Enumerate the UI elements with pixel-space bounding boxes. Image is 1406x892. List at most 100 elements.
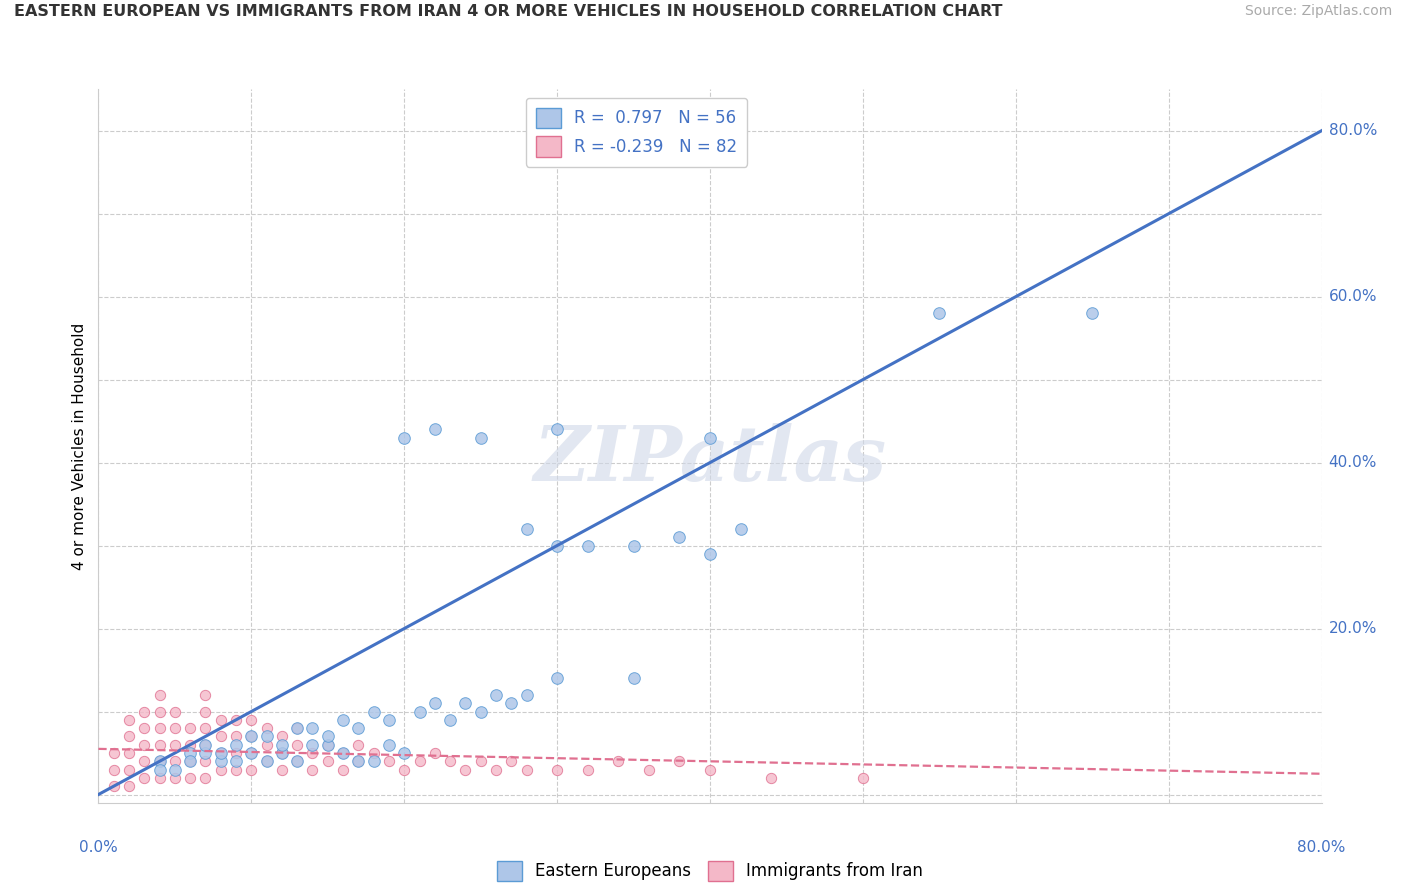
Point	[179, 754, 201, 768]
Point	[256, 738, 278, 752]
Point	[163, 771, 186, 785]
Point	[730, 522, 752, 536]
Point	[423, 746, 446, 760]
Point	[516, 522, 538, 536]
Point	[256, 721, 278, 735]
Point	[194, 738, 217, 752]
Point	[285, 754, 308, 768]
Point	[270, 738, 292, 752]
Point	[623, 539, 645, 553]
Point	[149, 754, 172, 768]
Point	[470, 705, 492, 719]
Point	[285, 721, 308, 735]
Point	[149, 763, 172, 777]
Text: EASTERN EUROPEAN VS IMMIGRANTS FROM IRAN 4 OR MORE VEHICLES IN HOUSEHOLD CORRELA: EASTERN EUROPEAN VS IMMIGRANTS FROM IRAN…	[14, 4, 1002, 20]
Point	[516, 763, 538, 777]
Point	[179, 721, 201, 735]
Legend: Eastern Europeans, Immigrants from Iran: Eastern Europeans, Immigrants from Iran	[491, 854, 929, 888]
Point	[439, 713, 461, 727]
Point	[316, 754, 339, 768]
Point	[194, 705, 217, 719]
Point	[194, 746, 217, 760]
Point	[546, 539, 568, 553]
Point	[118, 713, 141, 727]
Point	[408, 754, 430, 768]
Point	[240, 730, 263, 744]
Text: Source: ZipAtlas.com: Source: ZipAtlas.com	[1244, 4, 1392, 19]
Point	[240, 763, 263, 777]
Point	[179, 746, 201, 760]
Point	[209, 763, 232, 777]
Point	[194, 754, 217, 768]
Point	[240, 730, 263, 744]
Point	[256, 754, 278, 768]
Point	[485, 763, 508, 777]
Point	[637, 763, 661, 777]
Point	[209, 754, 232, 768]
Point	[623, 671, 645, 685]
Point	[699, 547, 721, 561]
Point	[194, 738, 217, 752]
Text: 40.0%: 40.0%	[1329, 455, 1376, 470]
Point	[392, 431, 416, 445]
Point	[454, 696, 477, 710]
Point	[699, 431, 721, 445]
Point	[163, 763, 186, 777]
Point	[301, 721, 323, 735]
Text: 20.0%: 20.0%	[1329, 621, 1376, 636]
Point	[501, 754, 523, 768]
Point	[576, 539, 599, 553]
Point	[392, 746, 416, 760]
Text: 60.0%: 60.0%	[1329, 289, 1376, 304]
Point	[270, 730, 292, 744]
Point	[316, 738, 339, 752]
Point	[270, 746, 292, 760]
Point	[363, 705, 385, 719]
Y-axis label: 4 or more Vehicles in Household: 4 or more Vehicles in Household	[72, 322, 87, 570]
Point	[134, 705, 156, 719]
Point	[256, 754, 278, 768]
Point	[149, 754, 172, 768]
Point	[163, 705, 186, 719]
Point	[194, 688, 217, 702]
Point	[270, 763, 292, 777]
Point	[423, 696, 446, 710]
Point	[516, 688, 538, 702]
Point	[285, 754, 308, 768]
Point	[301, 746, 323, 760]
Text: ZIPatlas: ZIPatlas	[533, 424, 887, 497]
Point	[576, 763, 599, 777]
Text: 0.0%: 0.0%	[79, 840, 118, 855]
Point	[423, 422, 446, 436]
Point	[332, 713, 354, 727]
Point	[347, 754, 370, 768]
Point	[240, 746, 263, 760]
Point	[668, 530, 690, 544]
Point	[363, 754, 385, 768]
Point	[454, 763, 477, 777]
Point	[163, 754, 186, 768]
Point	[470, 431, 492, 445]
Point	[316, 730, 339, 744]
Point	[179, 771, 201, 785]
Point	[225, 746, 247, 760]
Point	[194, 771, 217, 785]
Point	[668, 754, 690, 768]
Point	[134, 771, 156, 785]
Point	[928, 306, 950, 320]
Point	[134, 754, 156, 768]
Point	[163, 721, 186, 735]
Point	[332, 763, 354, 777]
Point	[485, 688, 508, 702]
Point	[149, 738, 172, 752]
Point	[301, 738, 323, 752]
Point	[347, 754, 370, 768]
Point	[163, 738, 186, 752]
Point	[699, 763, 721, 777]
Point	[759, 771, 782, 785]
Point	[209, 730, 232, 744]
Point	[149, 688, 172, 702]
Point	[332, 746, 354, 760]
Point	[225, 754, 247, 768]
Point	[134, 721, 156, 735]
